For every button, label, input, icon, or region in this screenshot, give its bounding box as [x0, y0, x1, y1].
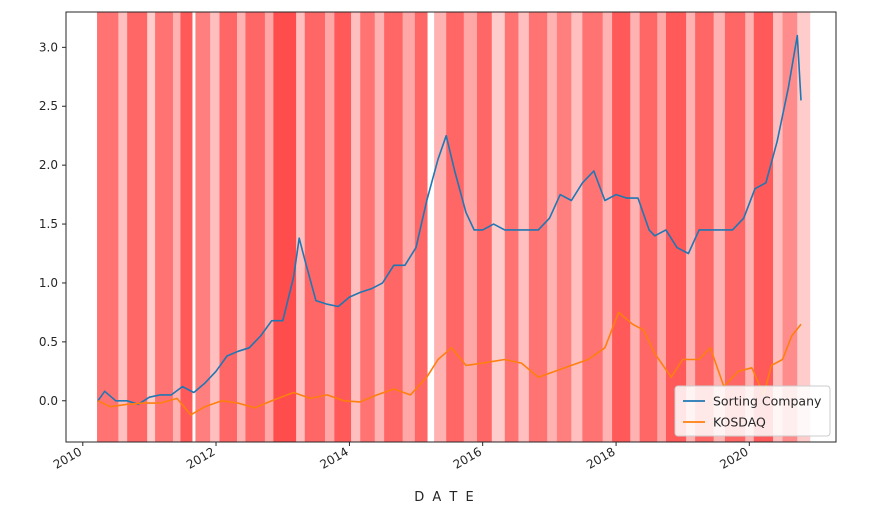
legend-label: KOSDAQ — [713, 415, 766, 430]
shading-band — [304, 12, 325, 442]
shading-band — [351, 12, 361, 442]
shading-band — [630, 12, 640, 442]
shading-band — [504, 12, 519, 442]
shading-band — [518, 12, 529, 442]
shading-band — [334, 12, 352, 442]
shading-band — [773, 12, 783, 442]
shading-band — [374, 12, 385, 442]
shading-band — [147, 12, 156, 442]
shading-band — [745, 12, 754, 442]
shading-band — [665, 12, 687, 442]
shading-bands — [97, 12, 811, 442]
y-tick-label: 0.5 — [39, 335, 58, 349]
shading-band — [556, 12, 572, 442]
shading-band — [296, 12, 305, 442]
shading-band — [602, 12, 613, 442]
y-tick-label: 3.0 — [39, 40, 58, 54]
shading-band — [172, 12, 181, 442]
shading-band — [463, 12, 478, 442]
series-lines — [97, 34, 802, 416]
shading-band — [402, 12, 415, 442]
legend-label: Sorting Company — [713, 394, 822, 409]
shading-band — [273, 12, 297, 442]
shading-band — [237, 12, 246, 442]
shading-band — [210, 12, 220, 442]
plot-area — [97, 12, 811, 442]
legend-box — [674, 385, 831, 437]
shading-band — [324, 12, 335, 442]
shading-band — [219, 12, 238, 442]
y-tick-label: 2.0 — [39, 158, 58, 172]
shading-band — [547, 12, 557, 442]
shading-band — [528, 12, 548, 442]
shading-band — [245, 12, 265, 442]
shading-band — [571, 12, 583, 442]
shading-band — [612, 12, 631, 442]
shading-band — [753, 12, 774, 442]
shading-band — [686, 12, 696, 442]
legend: Sorting Company KOSDAQ — [674, 385, 831, 437]
y-axis: 0.0 0.5 1.0 1.5 2.0 2.5 3.0 — [39, 40, 66, 408]
shading-band — [657, 12, 666, 442]
shading-band — [155, 12, 173, 442]
shading-band — [195, 12, 211, 442]
shading-band — [434, 12, 447, 442]
plot-frame — [65, 11, 837, 443]
shading-band — [446, 12, 464, 442]
shading-band — [360, 12, 375, 442]
shading-band — [97, 12, 119, 442]
x-axis-title: D A T E — [414, 490, 475, 505]
shading-band — [713, 12, 725, 442]
shading-band — [118, 12, 128, 442]
shading-band — [797, 12, 811, 442]
shading-band — [384, 12, 403, 442]
series-line-sorting-company — [97, 34, 802, 406]
y-tick-label: 1.5 — [39, 217, 58, 231]
shading-band — [180, 12, 193, 442]
y-tick-label: 0.0 — [39, 394, 58, 408]
shading-band — [264, 12, 274, 442]
shading-band — [582, 12, 603, 442]
shading-band — [695, 12, 714, 442]
y-tick-label: 1.0 — [39, 276, 58, 290]
series-line-kosdaq — [97, 311, 802, 416]
y-tick-label: 2.5 — [39, 99, 58, 113]
shading-band — [127, 12, 148, 442]
shading-band — [477, 12, 492, 442]
